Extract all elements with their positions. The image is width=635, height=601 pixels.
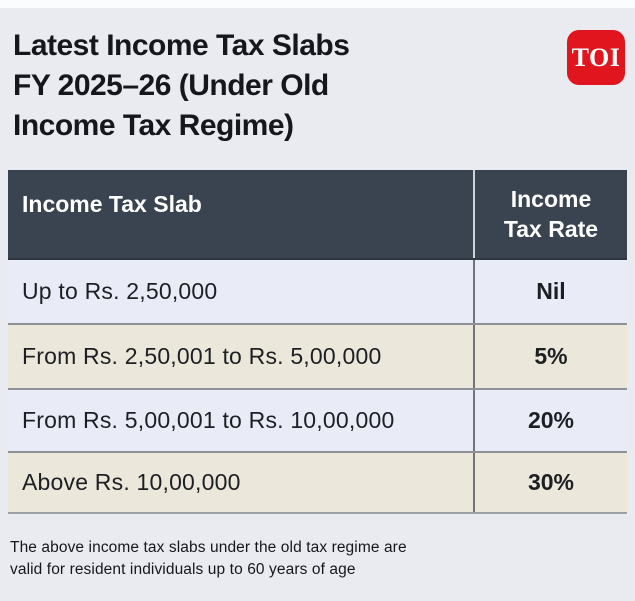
rate-cell: 30% bbox=[473, 453, 627, 512]
income-tax-table: Income Tax Slab Income Tax Rate Up to Rs… bbox=[8, 170, 627, 514]
table-header-row: Income Tax Slab Income Tax Rate bbox=[8, 170, 627, 260]
toi-logo: TOI bbox=[567, 30, 625, 85]
table-row: Above Rs. 10,00,000 30% bbox=[8, 451, 627, 512]
table-row: From Rs. 5,00,001 to Rs. 10,00,000 20% bbox=[8, 388, 627, 451]
footnote: The above income tax slabs under the old… bbox=[10, 537, 610, 581]
top-strip bbox=[0, 0, 635, 8]
slab-cell: From Rs. 2,50,001 to Rs. 5,00,000 bbox=[22, 343, 382, 369]
rate-cell: 5% bbox=[473, 325, 627, 388]
header-cell-rate: Income Tax Rate bbox=[473, 170, 627, 258]
table-row: Up to Rs. 2,50,000 Nil bbox=[8, 260, 627, 323]
footnote-line-2: valid for resident individuals up to 60 … bbox=[10, 561, 356, 578]
page-title: Latest Income Tax Slabs FY 2025–26 (Unde… bbox=[13, 26, 473, 146]
page-title-line-2: FY 2025–26 (Under Old bbox=[13, 69, 329, 102]
slab-cell: Above Rs. 10,00,000 bbox=[22, 469, 241, 495]
rate-cell: Nil bbox=[473, 260, 627, 323]
table-row: From Rs. 2,50,001 to Rs. 5,00,000 5% bbox=[8, 323, 627, 388]
toi-logo-text: TOI bbox=[571, 42, 621, 72]
page-title-line-3: Income Tax Regime) bbox=[13, 109, 294, 142]
page-title-line-1: Latest Income Tax Slabs bbox=[13, 29, 350, 62]
slab-cell: Up to Rs. 2,50,000 bbox=[22, 278, 218, 304]
footnote-line-1: The above income tax slabs under the old… bbox=[10, 539, 407, 556]
header-cell-slab: Income Tax Slab bbox=[22, 190, 202, 217]
slab-cell: From Rs. 5,00,001 to Rs. 10,00,000 bbox=[22, 407, 395, 433]
rate-cell: 20% bbox=[473, 390, 627, 451]
